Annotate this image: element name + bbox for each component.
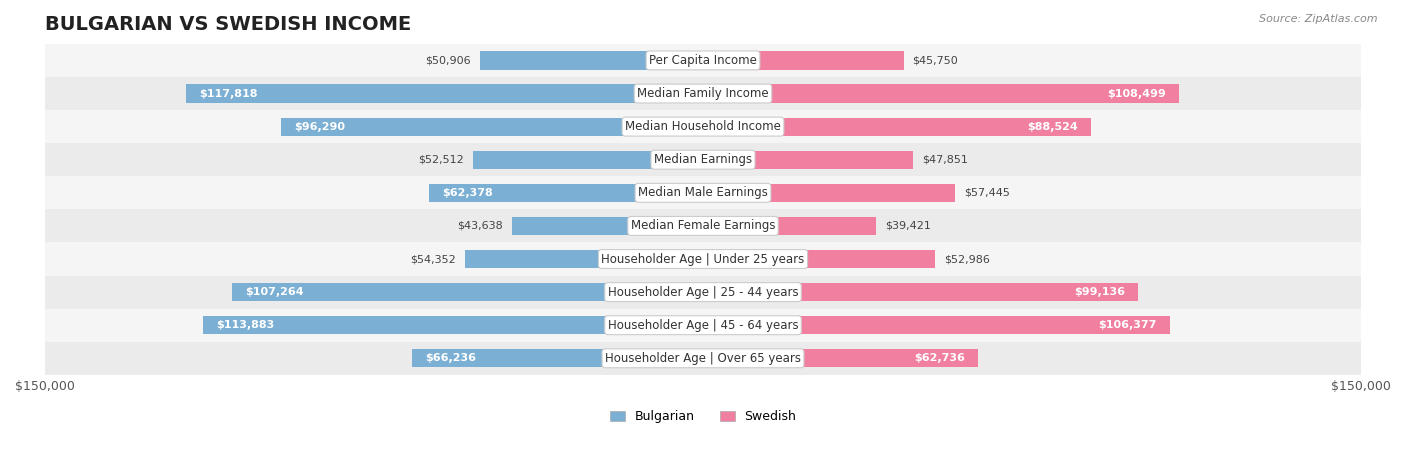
Text: $52,986: $52,986 bbox=[945, 254, 990, 264]
Bar bbox=[45, 44, 1361, 77]
Text: $45,750: $45,750 bbox=[912, 56, 959, 65]
Bar bbox=[479, 51, 703, 70]
Text: Householder Age | Over 65 years: Householder Age | Over 65 years bbox=[605, 352, 801, 365]
Bar bbox=[703, 118, 1091, 136]
Text: Householder Age | 45 - 64 years: Householder Age | 45 - 64 years bbox=[607, 318, 799, 332]
Text: $52,512: $52,512 bbox=[418, 155, 464, 165]
Text: Householder Age | 25 - 44 years: Householder Age | 25 - 44 years bbox=[607, 286, 799, 298]
Bar bbox=[45, 276, 1361, 309]
Text: Median Male Earnings: Median Male Earnings bbox=[638, 186, 768, 199]
Text: $96,290: $96,290 bbox=[294, 121, 344, 132]
Bar bbox=[45, 143, 1361, 176]
Text: $43,638: $43,638 bbox=[457, 221, 503, 231]
Text: $62,378: $62,378 bbox=[443, 188, 494, 198]
Text: Median Family Income: Median Family Income bbox=[637, 87, 769, 100]
Text: $106,377: $106,377 bbox=[1098, 320, 1157, 330]
Text: $50,906: $50,906 bbox=[425, 56, 471, 65]
Bar bbox=[186, 85, 703, 103]
Bar bbox=[703, 316, 1170, 334]
Bar bbox=[204, 316, 703, 334]
Bar bbox=[703, 250, 935, 268]
Bar bbox=[703, 184, 955, 202]
Text: Householder Age | Under 25 years: Householder Age | Under 25 years bbox=[602, 253, 804, 266]
Bar bbox=[45, 309, 1361, 342]
Bar bbox=[703, 349, 979, 368]
Bar bbox=[703, 51, 904, 70]
Bar bbox=[472, 151, 703, 169]
Text: $62,736: $62,736 bbox=[914, 354, 965, 363]
Legend: Bulgarian, Swedish: Bulgarian, Swedish bbox=[605, 405, 801, 428]
Text: $57,445: $57,445 bbox=[963, 188, 1010, 198]
Text: $99,136: $99,136 bbox=[1074, 287, 1125, 297]
Text: BULGARIAN VS SWEDISH INCOME: BULGARIAN VS SWEDISH INCOME bbox=[45, 15, 411, 34]
Bar bbox=[429, 184, 703, 202]
Bar bbox=[464, 250, 703, 268]
Text: Median Household Income: Median Household Income bbox=[626, 120, 780, 133]
Bar bbox=[512, 217, 703, 235]
Text: $66,236: $66,236 bbox=[426, 354, 477, 363]
Bar bbox=[45, 342, 1361, 375]
Bar bbox=[703, 283, 1137, 301]
Bar bbox=[703, 217, 876, 235]
Bar bbox=[45, 242, 1361, 276]
Text: $107,264: $107,264 bbox=[246, 287, 304, 297]
Bar bbox=[281, 118, 703, 136]
Bar bbox=[232, 283, 703, 301]
Text: $54,352: $54,352 bbox=[411, 254, 456, 264]
Text: Median Earnings: Median Earnings bbox=[654, 153, 752, 166]
Bar bbox=[45, 110, 1361, 143]
Text: $117,818: $117,818 bbox=[200, 89, 257, 99]
Bar bbox=[703, 85, 1180, 103]
Text: Median Female Earnings: Median Female Earnings bbox=[631, 219, 775, 233]
Bar bbox=[45, 77, 1361, 110]
Text: $39,421: $39,421 bbox=[884, 221, 931, 231]
Text: $88,524: $88,524 bbox=[1028, 121, 1078, 132]
Text: Source: ZipAtlas.com: Source: ZipAtlas.com bbox=[1260, 14, 1378, 24]
Text: $108,499: $108,499 bbox=[1107, 89, 1166, 99]
Bar bbox=[45, 209, 1361, 242]
Bar bbox=[45, 176, 1361, 209]
Text: $113,883: $113,883 bbox=[217, 320, 274, 330]
Text: Per Capita Income: Per Capita Income bbox=[650, 54, 756, 67]
Text: $47,851: $47,851 bbox=[922, 155, 967, 165]
Bar bbox=[412, 349, 703, 368]
Bar bbox=[703, 151, 912, 169]
